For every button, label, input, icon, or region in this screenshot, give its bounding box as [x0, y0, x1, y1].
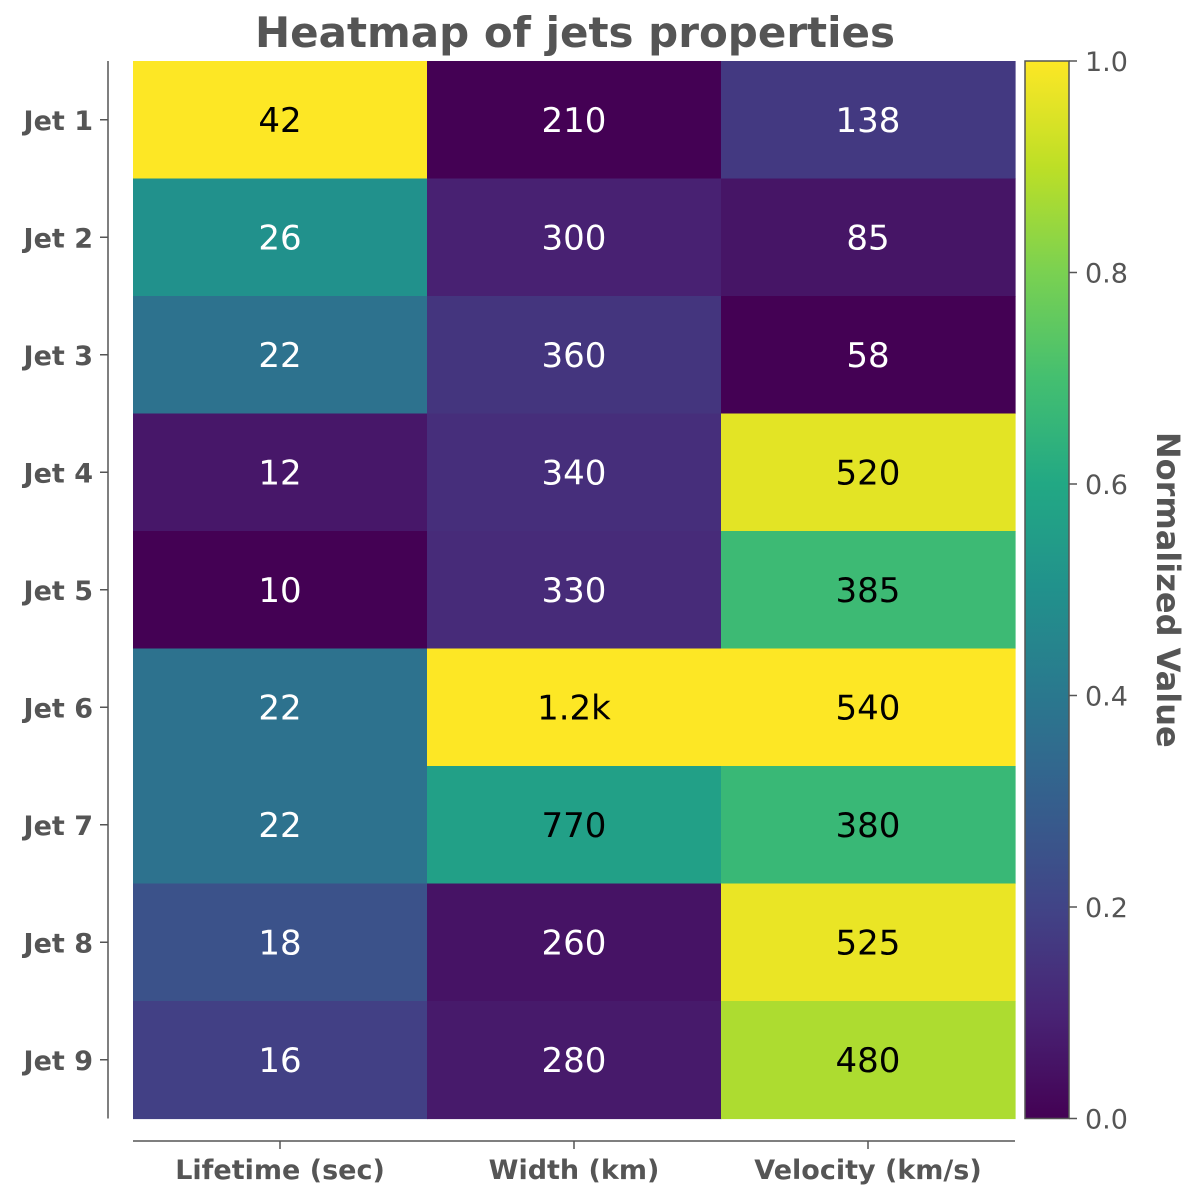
y-tick-label: Jet 4	[22, 458, 93, 489]
cell-value-label: 210	[542, 101, 607, 141]
heatmap-cell	[133, 648, 428, 767]
x-tick-label: Width (km)	[489, 1155, 660, 1186]
cell-value-label: 22	[258, 688, 301, 728]
cell-value-label: 12	[258, 453, 301, 493]
y-axis: Jet 1 Jet 2 Jet 3 Jet 4 Jet 5 Jet 6 Jet 7 Jet 8…	[22, 61, 109, 1119]
y-tick-label: Jet 5	[22, 576, 93, 607]
cell-value-label: 340	[542, 453, 607, 493]
y-tick-label: Jet 2	[22, 223, 93, 254]
heatmap-cell	[133, 296, 428, 415]
cell-value-label: 770	[542, 806, 607, 846]
chart-title: Heatmap of jets properties	[255, 8, 895, 57]
cell-value-label: 380	[836, 806, 901, 846]
colorbar-tick-label: 0.4	[1085, 682, 1128, 713]
cell-value-label: 26	[258, 218, 301, 258]
cell-value-label: 138	[836, 101, 901, 141]
heatmap-cell	[427, 766, 722, 885]
heatmap-cell	[721, 531, 1016, 650]
cell-value-label: 330	[542, 571, 607, 611]
cell-value-label: 360	[542, 336, 607, 376]
cell-value-label: 300	[542, 218, 607, 258]
heatmap-cell	[133, 766, 428, 885]
heatmap-cell	[133, 61, 428, 180]
cell-value-label: 22	[258, 806, 301, 846]
cell-value-label: 42	[258, 101, 301, 141]
colorbar-tick-label: 0.6	[1085, 470, 1128, 501]
cell-value-label: 16	[258, 1041, 301, 1081]
heatmap-cell	[721, 1001, 1016, 1120]
y-tick-label: Jet 6	[22, 693, 93, 724]
colorbar-tick-label: 0.0	[1085, 1105, 1128, 1136]
cell-value-label: 18	[258, 923, 301, 963]
heatmap-cell	[427, 413, 722, 532]
y-tick-label: Jet 1	[22, 106, 93, 137]
colorbar-label: Normalized Value	[1149, 432, 1187, 748]
heatmap-cell	[721, 766, 1016, 885]
heatmap-cell	[427, 296, 722, 415]
cell-value-label: 85	[846, 218, 889, 258]
colorbar: 0.0 0.2 0.4 0.6 0.8 1.0 Normalized Value	[1024, 47, 1187, 1136]
cell-value-label: 385	[836, 571, 901, 611]
cell-value-label: 58	[846, 336, 889, 376]
cell-value-label: 520	[836, 453, 901, 493]
colorbar-tick-label: 0.8	[1085, 259, 1128, 290]
heatmap-cell	[721, 61, 1016, 180]
heatmap-cell	[133, 178, 428, 297]
colorbar-tick-label: 1.0	[1085, 47, 1128, 78]
cell-value-label: 1.2k	[537, 688, 611, 728]
cell-value-label: 22	[258, 336, 301, 376]
heatmap-cell	[427, 178, 722, 297]
heatmap-cell	[133, 531, 428, 650]
heatmap-cell	[133, 1001, 428, 1120]
x-tick-label: Lifetime (sec)	[175, 1155, 385, 1186]
x-axis: Lifetime (sec) Width (km) Velocity (km/s)	[133, 1140, 1015, 1186]
cell-value-label: 480	[836, 1041, 901, 1081]
heatmap-cell	[427, 648, 722, 767]
heatmap-cell	[427, 531, 722, 650]
heatmap-cell	[427, 1001, 722, 1120]
heatmap-cell	[721, 648, 1016, 767]
y-tick-label: Jet 7	[22, 811, 93, 842]
cell-value-label: 540	[836, 688, 901, 728]
cell-value-label: 525	[836, 923, 901, 963]
colorbar-tick-label: 0.2	[1085, 893, 1128, 924]
colorbar-gradient	[1024, 60, 1070, 1120]
x-tick-label: Velocity (km/s)	[754, 1155, 981, 1186]
heatmap-cell	[721, 296, 1016, 415]
cell-value-label: 260	[542, 923, 607, 963]
cell-value-label: 10	[258, 571, 301, 611]
heatmap-cell	[427, 883, 722, 1002]
heatmap-cell	[133, 883, 428, 1002]
cell-value-label: 280	[542, 1041, 607, 1081]
heatmap-cell	[721, 413, 1016, 532]
heatmap-cell	[721, 178, 1016, 297]
y-tick-label: Jet 8	[22, 928, 93, 959]
y-tick-label: Jet 3	[22, 341, 93, 372]
heatmap-cells: 42 210 138 26 300 85 22 360 58 12 340 520 10 330 385 22…	[133, 61, 1016, 1120]
heatmap-cell	[721, 883, 1016, 1002]
y-tick-label: Jet 9	[22, 1046, 93, 1077]
heatmap-cell	[427, 61, 722, 180]
heatmap-cell	[133, 413, 428, 532]
